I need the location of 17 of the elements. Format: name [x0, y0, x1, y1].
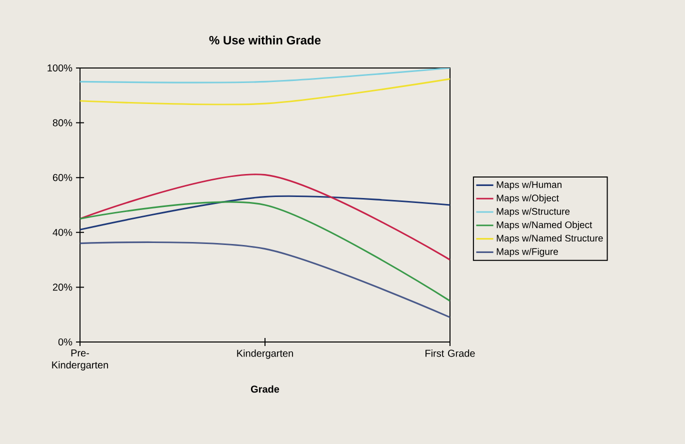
y-tick-label: 100%	[48, 64, 72, 72]
x-tick-label: First Grade	[426, 350, 475, 357]
legend-label: Maps w/Object	[496, 194, 559, 204]
chart-title: % Use within Grade	[209, 36, 321, 44]
x-axis-title: Grade	[250, 385, 280, 393]
legend-label: Maps w/Human	[496, 181, 562, 190]
x-tick-label: Kindergarten	[237, 350, 293, 359]
y-tick-label: 40%	[52, 228, 72, 236]
y-tick-label: 20%	[52, 284, 72, 291]
y-tick-label: 80%	[52, 119, 72, 126]
y-tick-label: 0%	[58, 338, 72, 346]
y-tick-label: 60%	[52, 174, 72, 182]
legend-label: Maps w/Structure	[496, 208, 570, 217]
legend-label: Maps w/Named Object	[496, 221, 592, 230]
legend-label: Maps w/Figure	[496, 248, 558, 257]
x-tick-label: Pre-Kindergarten	[52, 350, 108, 370]
legend-label: Maps w/Named Structure	[496, 234, 603, 244]
